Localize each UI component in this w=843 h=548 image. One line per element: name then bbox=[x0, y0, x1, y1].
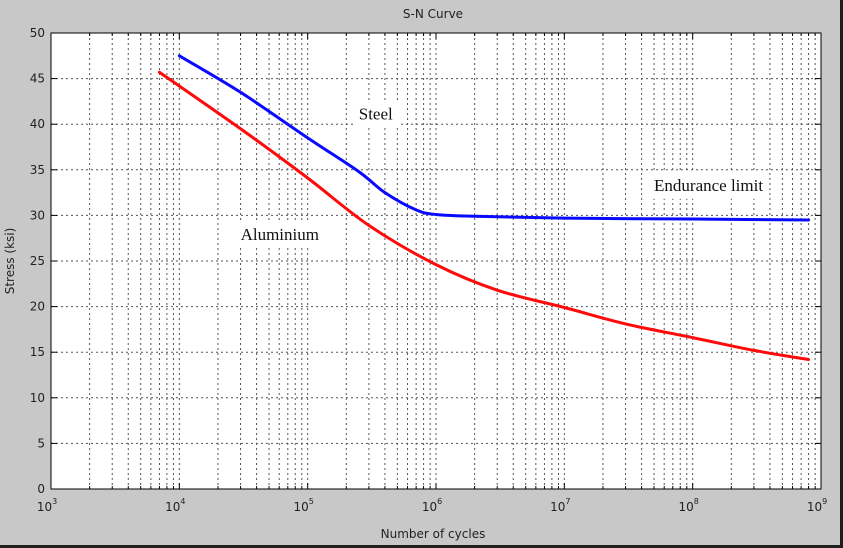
y-tick-label: 25 bbox=[30, 254, 45, 268]
annotation-label: Endurance limit bbox=[654, 176, 763, 195]
x-tick-exponent: 7 bbox=[565, 497, 570, 506]
x-tick-label: 109 bbox=[807, 497, 827, 514]
annotation-background bbox=[235, 221, 324, 249]
x-tick-base: 10 bbox=[37, 500, 52, 514]
x-tick-exponent: 3 bbox=[52, 497, 57, 506]
x-tick-base: 10 bbox=[550, 500, 565, 514]
x-tick-base: 10 bbox=[422, 500, 437, 514]
x-tick-exponent: 6 bbox=[437, 497, 442, 506]
x-tick-exponent: 8 bbox=[694, 497, 699, 506]
x-tick-base: 10 bbox=[678, 500, 693, 514]
y-tick-label: 0 bbox=[37, 482, 45, 496]
x-tick-label: 103 bbox=[37, 497, 57, 514]
axis-ticks bbox=[51, 33, 821, 489]
y-tick-label: 15 bbox=[30, 345, 45, 359]
grid-lines bbox=[51, 33, 821, 489]
y-tick-label: 30 bbox=[30, 208, 45, 222]
x-tick-exponent: 5 bbox=[309, 497, 314, 506]
series-lines bbox=[157, 54, 811, 361]
y-tick-label: 35 bbox=[30, 163, 45, 177]
x-tick-label: 104 bbox=[165, 497, 185, 514]
y-tick-label: 45 bbox=[30, 72, 45, 86]
annotation-background bbox=[649, 171, 769, 199]
x-tick-label: 105 bbox=[293, 497, 313, 514]
x-tick-base: 10 bbox=[293, 500, 308, 514]
series-line-0 bbox=[177, 54, 811, 222]
annotation-label: Aluminium bbox=[241, 225, 319, 244]
annotation-label: Steel bbox=[359, 105, 393, 124]
y-tick-labels: 0 5 10 15 20 25 30 35 40 45 50 bbox=[30, 26, 45, 496]
x-tick-labels: 103 104 105 106 107 108 109 bbox=[37, 497, 827, 514]
x-tick-label: 106 bbox=[422, 497, 442, 514]
series-line-1 bbox=[157, 70, 811, 361]
chart-title: S-N Curve bbox=[403, 7, 463, 21]
x-tick-base: 10 bbox=[807, 500, 822, 514]
y-tick-label: 20 bbox=[30, 300, 45, 314]
x-tick-exponent: 9 bbox=[822, 497, 827, 506]
x-tick-exponent: 4 bbox=[180, 497, 185, 506]
annotation-background bbox=[353, 100, 399, 128]
x-tick-label: 107 bbox=[550, 497, 570, 514]
x-tick-label: 108 bbox=[678, 497, 698, 514]
y-axis-label: Stress (ksi) bbox=[3, 228, 17, 295]
y-tick-label: 10 bbox=[30, 391, 45, 405]
annotations: Steel Endurance limit Aluminium bbox=[235, 100, 769, 249]
x-axis-label: Number of cycles bbox=[381, 527, 486, 541]
y-tick-label: 5 bbox=[37, 436, 45, 450]
x-tick-base: 10 bbox=[165, 500, 180, 514]
y-tick-label: 40 bbox=[30, 117, 45, 131]
y-tick-label: 50 bbox=[30, 26, 45, 40]
